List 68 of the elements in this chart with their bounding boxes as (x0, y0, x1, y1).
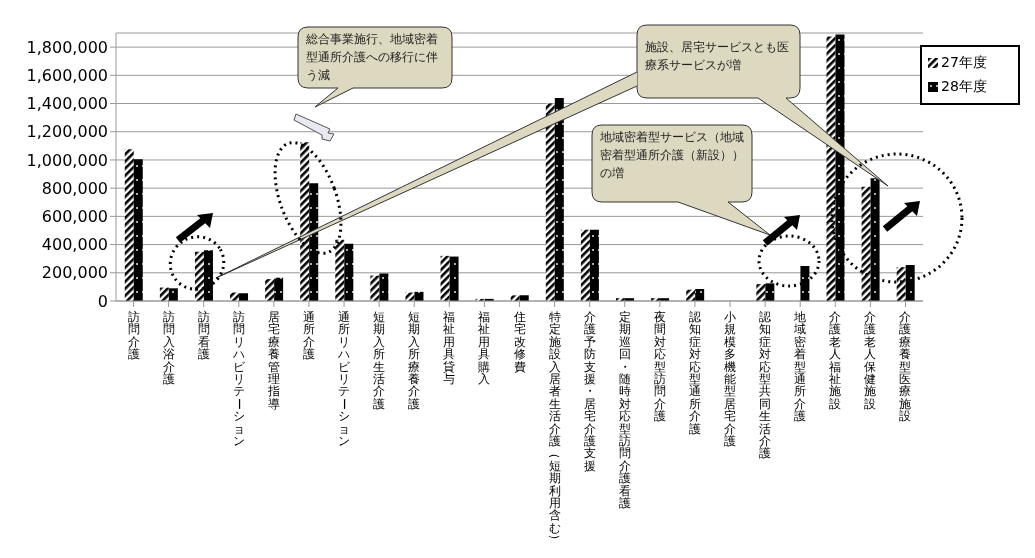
bar (449, 256, 459, 301)
bar (168, 288, 178, 301)
category-label: 夜間対応型訪問介護 (653, 310, 666, 424)
bar (905, 265, 915, 301)
x-tick-label: 短期入所生活介護 (373, 310, 386, 411)
bar (554, 97, 564, 301)
y-tick-label: 0 (97, 291, 108, 311)
x-tick-label: 訪問介護 (127, 310, 140, 362)
category-label: 認知症対応型共同生活介護 (759, 310, 772, 461)
legend-label: 27年度 (941, 54, 987, 72)
category-label: 地域密着型通所介護 (794, 310, 807, 424)
bar (274, 277, 284, 301)
bar (133, 159, 143, 301)
bar (124, 149, 134, 301)
y-tick-label: 400,000 (41, 235, 108, 255)
bar (300, 142, 310, 301)
y-tick-label: 1,600,000 (26, 66, 108, 85)
category-label: 定期巡回・随時対応型訪問介護看護 (618, 310, 631, 510)
y-tick-label: 200,000 (41, 263, 108, 283)
category-label: 訪問リハビリテーション (231, 310, 246, 448)
bar (580, 229, 590, 301)
bar (194, 251, 204, 301)
bar (379, 273, 389, 301)
category-label: 介護療養型医療施設 (899, 310, 912, 424)
category-label: 特定施設入居者生活介護（短期利用含む） (547, 310, 562, 547)
y-tick-label: 600,000 (41, 207, 108, 227)
bar (896, 267, 906, 301)
annotation: 施設、居宅サービスとも医療系サービスが増 (644, 39, 790, 74)
x-tick-label: 訪問入浴介護 (162, 310, 175, 386)
x-tick-label: 通所介護 (302, 310, 315, 362)
bar (545, 103, 555, 301)
bar (309, 183, 319, 301)
x-tick-label: 短期入所療養介護 (408, 310, 421, 411)
y-tick-label: 1,800,000 (26, 37, 108, 57)
bar (440, 255, 450, 301)
bar (265, 279, 275, 301)
annotation: 総合事業施行、地域密着型通所介護への移行に伴う減 (305, 31, 439, 84)
bar (870, 178, 880, 301)
bar (800, 266, 810, 301)
bar (835, 34, 845, 301)
legend-label: 28年度 (941, 78, 987, 96)
bar (826, 36, 836, 301)
bar (765, 283, 775, 301)
x-tick-label: 住宅改修費 (512, 310, 526, 374)
x-tick-label: 福祉用具貸与 (443, 310, 456, 386)
bar (203, 250, 213, 301)
x-tick-label: 介護老人福祉施設 (829, 310, 842, 411)
x-tick-label: 福祉用具購入 (478, 310, 491, 386)
y-tick-label: 1,400,000 (26, 94, 108, 114)
y-tick-label: 1,000,000 (26, 150, 108, 170)
x-tick-label: 訪問看護 (197, 310, 210, 362)
bar (239, 293, 249, 301)
category-label: 介護予防支援・居宅介護支援 (583, 310, 596, 473)
x-tick-label: 居宅療養管理指導 (266, 310, 280, 411)
bar (756, 284, 766, 301)
y-tick-label: 1,200,000 (26, 122, 108, 142)
y-tick-label: 800,000 (41, 178, 108, 198)
bar (370, 275, 380, 301)
bar (695, 289, 705, 301)
category-label: 小規模多機能型居宅介護 (724, 310, 737, 448)
bar (589, 229, 599, 301)
bar (335, 239, 345, 301)
category-label: 認知症対応型通所介護 (688, 310, 701, 436)
bar (344, 243, 354, 301)
x-tick-label: 介護老人保健施設 (864, 310, 877, 411)
category-label: 通所リハビリテーション (337, 310, 352, 448)
bar (861, 186, 871, 301)
annotation: 地域密着型サービス（地域密着型通所介護（新設））の増 (599, 129, 745, 182)
